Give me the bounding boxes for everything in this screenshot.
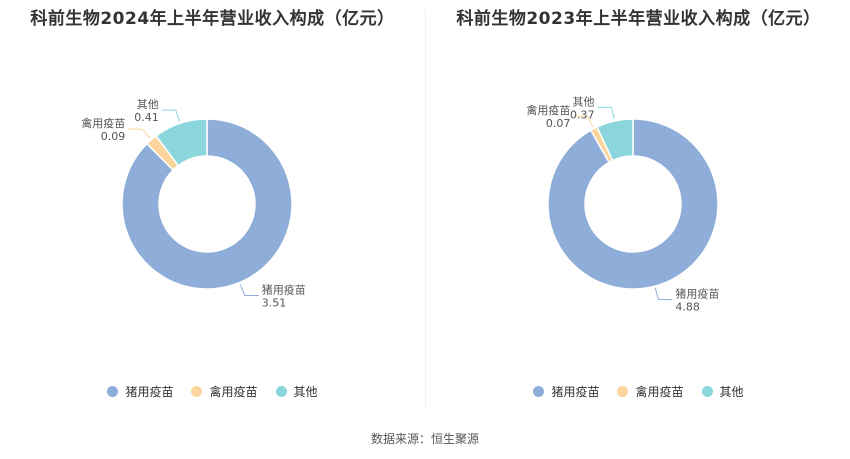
chart-title-2023: 科前生物2023年上半年营业收入构成（亿元）: [456, 9, 821, 29]
leader-line: [128, 128, 151, 139]
slice-label-name: 其他: [573, 95, 595, 108]
legend-item-other[interactable]: 其他: [701, 383, 744, 400]
leader-line: [239, 284, 259, 297]
slice-other[interactable]: [155, 118, 208, 167]
slice-label-value: 4.88: [675, 301, 700, 314]
slice-label-name: 猪用疫苗: [262, 283, 306, 297]
slice-label-value: 0.07: [546, 117, 571, 130]
slice-label-value: 0.37: [570, 108, 595, 121]
slice-label-name: 其他: [137, 98, 159, 111]
legend-dot-pig: [533, 386, 545, 397]
legend-item-poultry[interactable]: 禽用疫苗: [191, 383, 258, 400]
legend-item-poultry[interactable]: 禽用疫苗: [617, 383, 684, 400]
legend-label-pig: 猪用疫苗: [125, 385, 174, 399]
slice-label-value: 0.41: [134, 111, 159, 124]
legend-dot-pig: [107, 386, 119, 397]
legend-item-pig[interactable]: 猪用疫苗: [107, 383, 173, 400]
data-source: 数据来源：恒生聚源: [370, 432, 479, 446]
legend-label-poultry: 禽用疫苗: [209, 385, 258, 399]
slice-label-value: 3.51: [262, 297, 287, 310]
legend-dot-other: [701, 386, 713, 397]
panel-divider: [425, 10, 426, 410]
legend-dot-other: [275, 386, 287, 397]
legend-label-other: 其他: [719, 385, 744, 399]
slice-label-value: 0.09: [101, 130, 126, 143]
chart-panel-2024: 科前生物2024年上半年营业收入构成（亿元） 猪用疫苗 3.51 禽用疫苗 0.09 其…: [0, 0, 425, 420]
leader-line: [597, 106, 615, 120]
legend-label-other: 其他: [293, 385, 318, 399]
leader-line: [573, 115, 594, 127]
legend-item-other[interactable]: 其他: [275, 383, 318, 400]
legend-dot-poultry: [191, 386, 203, 397]
legend-item-pig[interactable]: 猪用疫苗: [533, 383, 599, 400]
slice-other[interactable]: [596, 118, 634, 162]
slice-label-name: 猪用疫苗: [675, 287, 719, 301]
legend-dot-poultry: [617, 386, 629, 397]
slice-pig[interactable]: [547, 118, 719, 290]
legend-label-poultry: 禽用疫苗: [635, 385, 684, 399]
slice-label-name: 禽用疫苗: [526, 103, 570, 117]
legend-2023: 猪用疫苗 禽用疫苗 其他: [426, 383, 850, 400]
slice-label-name: 禽用疫苗: [81, 116, 125, 130]
leader-line: [654, 287, 673, 301]
legend-label-pig: 猪用疫苗: [551, 385, 600, 399]
leader-line: [161, 109, 181, 122]
chart-title-2024: 科前生物2024年上半年营业收入构成（亿元）: [30, 9, 395, 29]
legend-2024: 猪用疫苗 禽用疫苗 其他: [0, 383, 425, 400]
chart-panel-2023: 科前生物2023年上半年营业收入构成（亿元） 猪用疫苗 4.88 禽用疫苗 0.07 其…: [426, 0, 850, 420]
